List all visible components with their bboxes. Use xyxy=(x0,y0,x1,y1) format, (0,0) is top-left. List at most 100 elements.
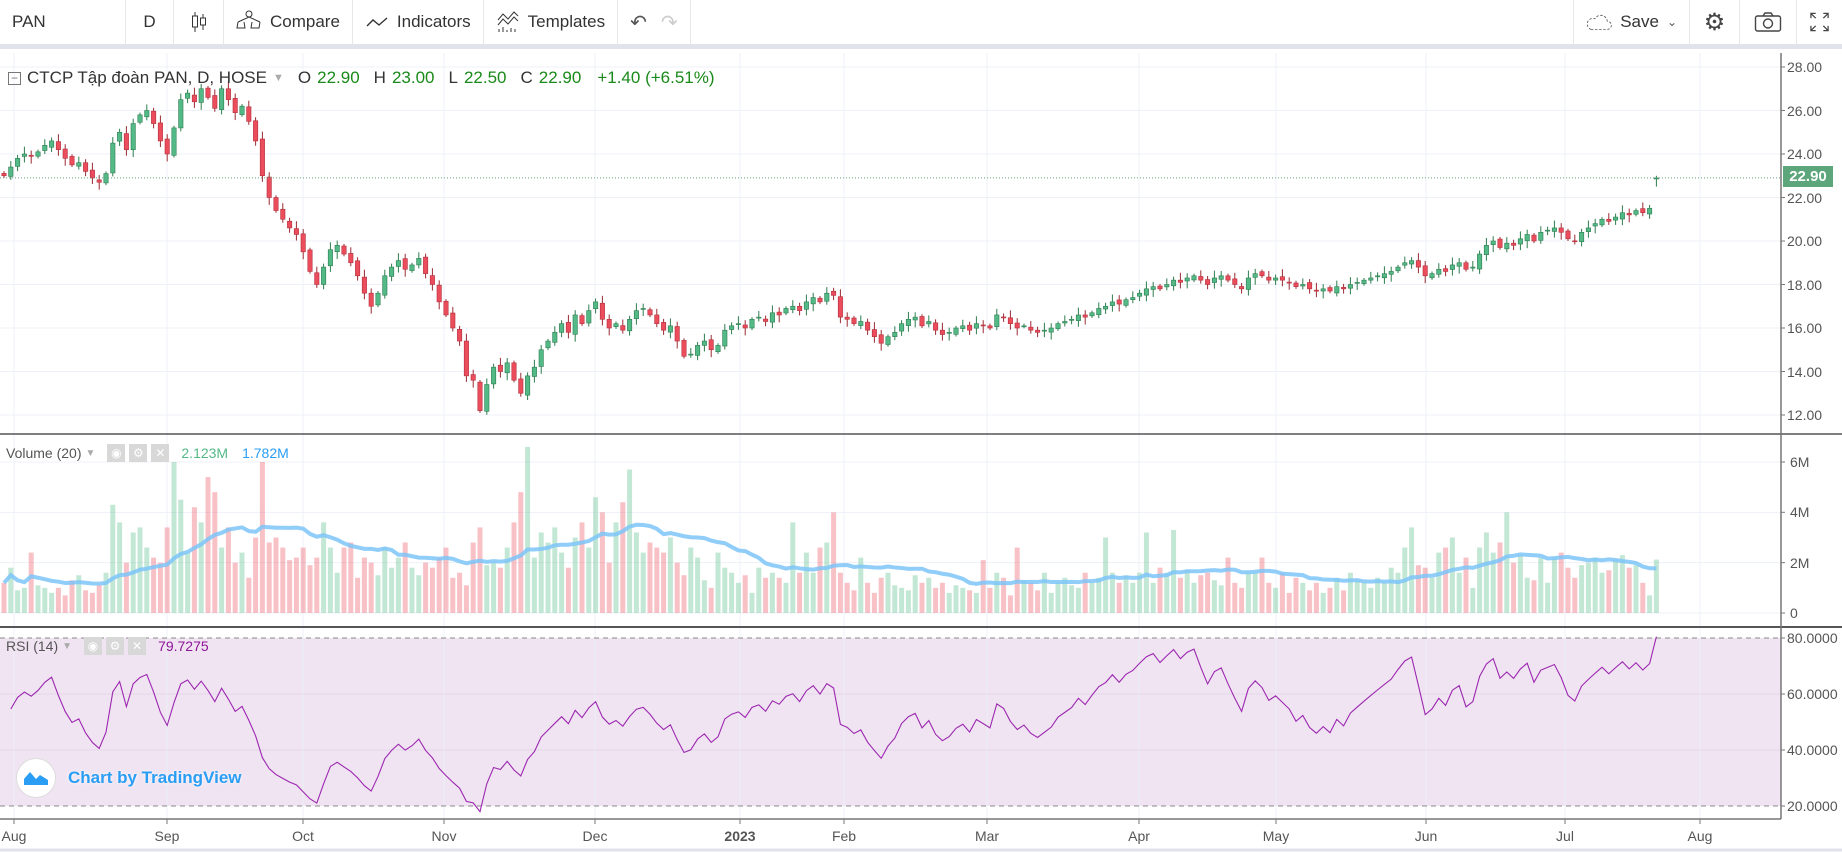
volume-bar xyxy=(1388,567,1394,613)
candle-body xyxy=(579,315,585,324)
volume-bar xyxy=(361,557,367,613)
candle-body xyxy=(470,374,476,381)
volume-bar xyxy=(749,592,755,613)
candle-body xyxy=(117,131,123,142)
indicators-button[interactable]: Indicators xyxy=(353,0,484,44)
volume-bar xyxy=(599,512,605,613)
time-axis-tick: Mar xyxy=(974,828,1000,844)
settings-button[interactable]: ⚙ xyxy=(1690,0,1740,44)
low-value: 22.50 xyxy=(463,68,507,87)
candle-body xyxy=(389,266,395,277)
candle-body xyxy=(1497,238,1503,248)
volume-bar xyxy=(450,577,456,613)
volume-bar xyxy=(545,542,551,613)
volume-bar xyxy=(327,547,333,613)
dropdown-arrow-icon[interactable]: ▼ xyxy=(272,72,284,84)
candle-body xyxy=(783,308,789,314)
redo-icon[interactable]: ↷ xyxy=(660,11,678,34)
candle-body xyxy=(905,318,911,326)
volume-title[interactable]: Volume (20) xyxy=(6,445,82,461)
volume-bar xyxy=(1368,587,1374,613)
candle-body xyxy=(1449,264,1455,270)
volume-axis-tick: 6M xyxy=(1790,453,1810,470)
candle-body xyxy=(1361,279,1367,284)
volume-bar xyxy=(565,567,571,613)
volume-bar xyxy=(899,587,905,613)
candle-body xyxy=(1239,286,1245,290)
close-icon[interactable]: ✕ xyxy=(151,444,170,462)
rsi-title[interactable]: RSI (14) xyxy=(6,638,59,654)
candle-body xyxy=(837,296,843,318)
series-title[interactable]: CTCP Tập đoàn PAN, D, HOSE xyxy=(27,68,267,87)
candle-body xyxy=(314,272,320,285)
gear-icon[interactable]: ⚙ xyxy=(129,444,148,462)
gear-icon: ⚙ xyxy=(1703,8,1726,36)
candle-body xyxy=(858,321,864,326)
volume-bar xyxy=(871,592,877,613)
volume-bar xyxy=(436,557,442,613)
volume-bar xyxy=(715,552,721,613)
candle-body xyxy=(1035,329,1041,333)
volume-bar xyxy=(769,572,775,613)
interval-button[interactable]: D xyxy=(126,0,174,44)
candle-body xyxy=(157,122,163,142)
volume-bar xyxy=(477,527,483,613)
volume-bar xyxy=(1429,577,1435,613)
candle-body xyxy=(1048,327,1054,333)
candle-body xyxy=(1368,277,1374,281)
volume-bar xyxy=(844,582,850,613)
volume-bar xyxy=(538,532,544,613)
candle-body xyxy=(1341,287,1347,290)
volume-bar xyxy=(1259,557,1265,613)
candle-body xyxy=(151,110,157,124)
volume-bar xyxy=(171,461,177,613)
chevron-down-icon[interactable]: ⌄ xyxy=(1666,15,1677,29)
volume-bar xyxy=(1538,557,1544,613)
dropdown-arrow-icon[interactable]: ▼ xyxy=(85,447,96,459)
candle-body xyxy=(1517,238,1523,245)
volume-axis-tick: 2M xyxy=(1790,554,1810,571)
volume-bar xyxy=(1558,552,1564,613)
candle-body xyxy=(1062,321,1068,324)
gear-icon[interactable]: ⚙ xyxy=(106,637,125,655)
open-label: O xyxy=(297,68,312,87)
tradingview-branding[interactable]: Chart by TradingView xyxy=(16,758,242,798)
screenshot-button[interactable] xyxy=(1740,0,1797,44)
candle-body xyxy=(287,220,293,229)
volume-bar xyxy=(1313,582,1319,613)
collapse-icon[interactable]: − xyxy=(8,71,21,85)
eye-icon[interactable]: ◉ xyxy=(84,637,103,655)
candle-body xyxy=(423,256,429,274)
undo-icon[interactable]: ↶ xyxy=(630,11,647,34)
close-icon[interactable]: ✕ xyxy=(128,637,147,655)
volume-bar xyxy=(429,567,435,613)
candle-body xyxy=(1232,278,1238,285)
candle-body xyxy=(674,326,680,342)
candle-body xyxy=(1177,279,1183,283)
dropdown-arrow-icon[interactable]: ▼ xyxy=(62,640,73,652)
save-button[interactable]: Save ⌄ xyxy=(1574,0,1690,44)
chart-type-button[interactable] xyxy=(174,0,224,44)
volume-bar xyxy=(1490,552,1496,613)
eye-icon[interactable]: ◉ xyxy=(107,444,126,462)
volume-bar xyxy=(389,567,395,613)
candle-body xyxy=(341,245,347,255)
candle-body xyxy=(518,378,524,394)
volume-bar xyxy=(776,577,782,613)
branding-label: Chart by TradingView xyxy=(68,768,242,787)
candle-body xyxy=(443,300,449,316)
candle-body xyxy=(144,110,150,118)
candle-body xyxy=(1592,223,1598,227)
volume-bar xyxy=(973,592,979,613)
templates-label: Templates xyxy=(527,12,606,31)
templates-button[interactable]: Templates xyxy=(484,0,619,44)
compare-button[interactable]: Compare xyxy=(224,0,353,44)
candle-body xyxy=(1327,287,1333,292)
volume-bar xyxy=(1422,567,1428,613)
symbol-search-button[interactable]: PAN xyxy=(0,0,126,44)
fullscreen-button[interactable] xyxy=(1797,0,1842,44)
candle-body xyxy=(1109,301,1115,306)
candle-body xyxy=(198,88,204,103)
